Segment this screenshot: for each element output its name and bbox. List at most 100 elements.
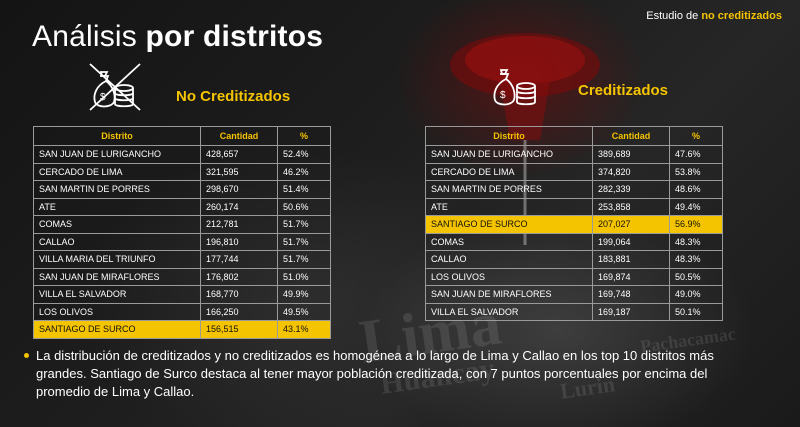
amount-cell: 177,744 [200,250,278,269]
percent-cell: 53.8% [669,162,723,181]
no-creditizados-title: No Creditizados [176,88,291,105]
table-row: CALLAO 196,810 51.7% [33,232,331,251]
district-cell: SAN JUAN DE MIRAFLORES [425,285,593,304]
table-header-row: Distrito Cantidad% [33,126,331,146]
summary-note-text: La distribución de creditizados y no cre… [36,348,714,399]
amount-cell: 389,689 [592,145,670,164]
percent-cell: 49.0% [669,285,723,304]
table-row: COMAS 212,781 51.7% [33,215,331,234]
no-creditizados-table: Distrito Cantidad% SAN JUAN DE LURIGANCHO… [33,126,331,339]
district-cell: CALLAO [33,232,201,251]
study-highlight: no creditizados [701,10,782,22]
district-cell: SAN JUAN DE MIRAFLORES [33,267,201,286]
amount-cell: 428,657 [200,145,278,164]
table-row: COMAS 199,064 48.3% [425,232,723,251]
district-cell: COMAS [33,215,201,234]
amount-cell: 169,748 [592,285,670,304]
amount-cell: 260,174 [200,197,278,216]
percent-cell: 50.5% [669,267,723,286]
district-cell: SANTIAGO DE SURCO [33,320,201,339]
svg-text:$: $ [500,90,506,101]
amount-cell: 176,802 [200,267,278,286]
column-header: Distrito [33,126,201,146]
amount-cell: 207,027 [592,215,670,234]
amount-cell: 196,810 [200,232,278,251]
percent-cell: 46.2% [277,162,331,181]
percent-cell: 48.3% [669,250,723,269]
table-row: LOS OLIVOS 169,874 50.5% [425,267,723,286]
summary-note: La distribución de creditizados y no cre… [24,347,736,401]
amount-cell: 169,874 [592,267,670,286]
money-bag-coins-icon: $ [493,69,536,106]
table-row: SAN JUAN DE MIRAFLORES 176,802 51.0% [33,267,331,286]
percent-cell: 47.6% [669,145,723,164]
district-cell: CERCADO DE LIMA [425,162,593,181]
creditizados-title: Creditizados [578,82,669,99]
percent-cell: 43.1% [277,320,331,339]
table-row: SAN JUAN DE LURIGANCHO 428,657 52.4% [33,145,331,164]
page-title-bold: por distritos [145,20,324,53]
district-cell: VILLA EL SALVADOR [425,302,593,321]
table-row: SAN JUAN DE LURIGANCHO 389,689 47.6% [425,145,723,164]
table-row: VILLA EL SALVADOR 169,187 50.1% [425,302,723,321]
table-row: CERCADO DE LIMA 374,820 53.8% [425,162,723,181]
amount-cell: 199,064 [592,232,670,251]
table-row: LOS OLIVOS 166,250 49.5% [33,302,331,321]
svg-text:$: $ [100,92,106,103]
percent-cell: 51.7% [277,250,331,269]
district-cell: ATE [33,197,201,216]
percent-cell: 49.4% [669,197,723,216]
creditizados-table: Distrito Cantidad% SAN JUAN DE LURIGANCHO… [425,126,723,321]
table-row: CERCADO DE LIMA 321,595 46.2% [33,162,331,181]
percent-cell: 51.7% [277,215,331,234]
percent-cell: 51.4% [277,180,331,199]
amount-cell: 253,858 [592,197,670,216]
district-cell: CALLAO [425,250,593,269]
district-cell: CERCADO DE LIMA [33,162,201,181]
amount-cell: 298,670 [200,180,278,199]
district-cell: SAN JUAN DE LURIGANCHO [425,145,593,164]
percent-cell: 48.6% [669,180,723,199]
district-cell: LOS OLIVOS [425,267,593,286]
percent-cell: 50.6% [277,197,331,216]
column-header: % [277,126,331,146]
table-row: ATE 253,858 49.4% [425,197,723,216]
percent-cell: 51.7% [277,232,331,251]
district-cell: SAN MARTIN DE PORRES [33,180,201,199]
table-row: VILLA EL SALVADOR 168,770 49.9% [33,285,331,304]
percent-cell: 48.3% [669,232,723,251]
bullet-icon [24,353,29,358]
district-cell: SAN JUAN DE LURIGANCHO [33,145,201,164]
amount-cell: 169,187 [592,302,670,321]
amount-cell: 166,250 [200,302,278,321]
district-cell: COMAS [425,232,593,251]
amount-cell: 321,595 [200,162,278,181]
district-cell: ATE [425,197,593,216]
table-row: SAN MARTIN DE PORRES 282,339 48.6% [425,180,723,199]
study-prefix: Estudio de [646,10,699,22]
district-cell: VILLA EL SALVADOR [33,285,201,304]
money-bag-coins-crossed-icon: $ [89,63,141,111]
district-cell: VILLA MARIA DEL TRIUNFO [33,250,201,269]
column-header: % [669,126,723,146]
table-row: VILLA MARIA DEL TRIUNFO 177,744 51.7% [33,250,331,269]
table-row: CALLAO 183,881 48.3% [425,250,723,269]
amount-cell: 212,781 [200,215,278,234]
percent-cell: 49.9% [277,285,331,304]
percent-cell: 56.9% [669,215,723,234]
district-cell: SAN MARTIN DE PORRES [425,180,593,199]
amount-cell: 156,515 [200,320,278,339]
table-row: ATE 260,174 50.6% [33,197,331,216]
amount-cell: 282,339 [592,180,670,199]
table-row: SAN JUAN DE MIRAFLORES 169,748 49.0% [425,285,723,304]
page-title: Análisis por distritos [32,20,323,54]
table-header-row: Distrito Cantidad% [425,126,723,146]
page-title-light: Análisis [32,20,137,53]
column-header: Cantidad [200,126,278,146]
column-header: Distrito [425,126,593,146]
percent-cell: 51.0% [277,267,331,286]
percent-cell: 49.5% [277,302,331,321]
table-row-highlighted: SANTIAGO DE SURCO 207,027 56.9% [425,215,723,234]
percent-cell: 52.4% [277,145,331,164]
amount-cell: 168,770 [200,285,278,304]
